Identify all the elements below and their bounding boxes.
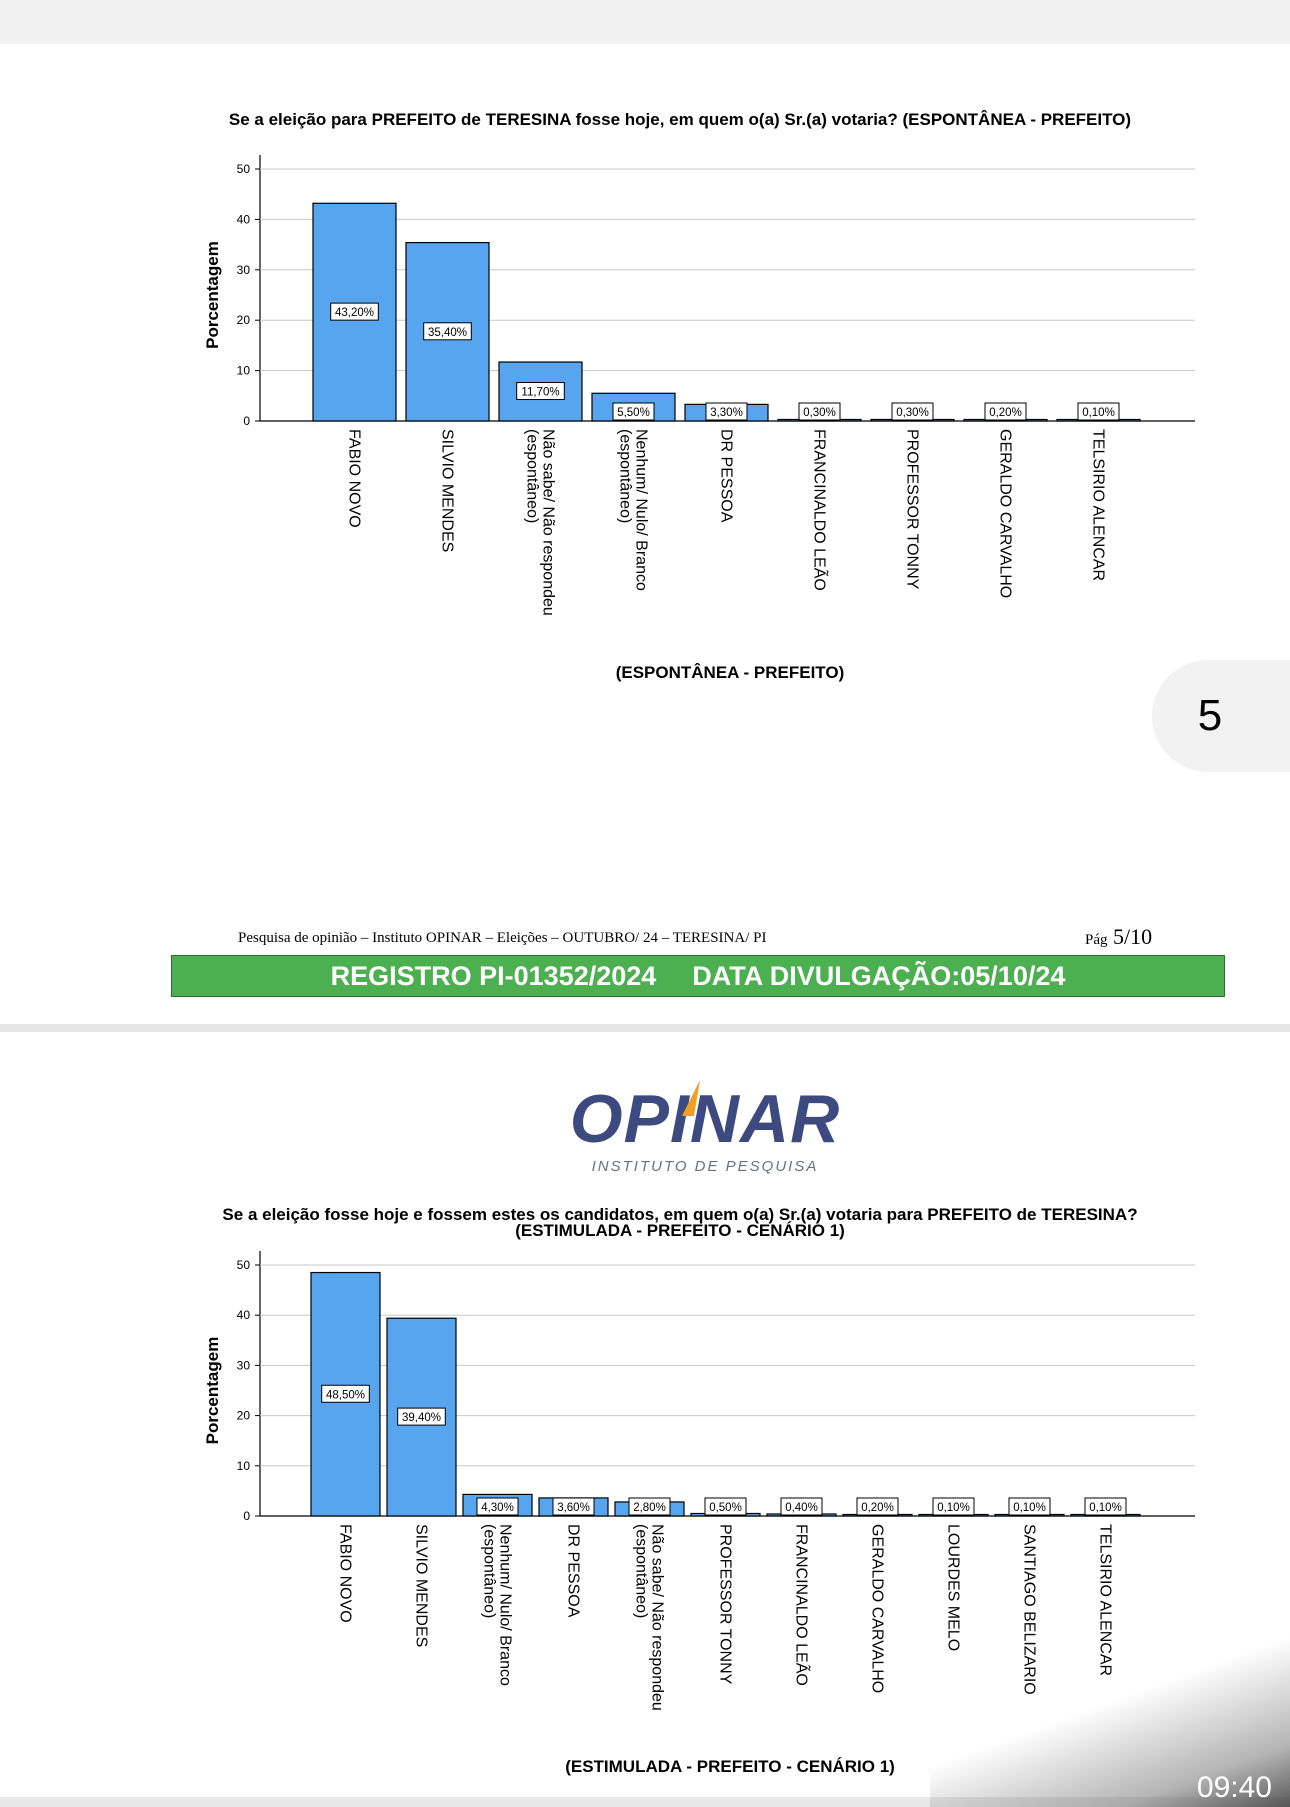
- chart-2: 0 10 20 30 40 50 Porcentagem 48,50% FABIO NOVO 39…: [203, 1251, 1195, 1776]
- chart-2-title: Se a eleição fosse hoje e fossem estes o…: [222, 1205, 1138, 1240]
- chart-2-data-label: 39,40%: [402, 1412, 441, 1424]
- chart-1-category-label: GERALDO CARVALHO: [997, 429, 1014, 598]
- viewer-top-bar: [0, 0, 1290, 44]
- chart-2-data-label: 3,60%: [557, 1502, 590, 1514]
- chart-2-data-label: 0,10%: [1089, 1502, 1122, 1514]
- chart-1-data-label: 0,20%: [989, 407, 1022, 419]
- chart-2-category-label: FRANCINALDO LEÃO: [793, 1524, 813, 1686]
- chart-1-y-tick-label: 50: [237, 162, 251, 176]
- chart-1-data-label-box: [1077, 402, 1120, 421]
- chart-1-data-label: 11,70%: [521, 387, 559, 399]
- chart-2-data-label: 0,10%: [937, 1502, 970, 1514]
- bottom-strip: [0, 1797, 1290, 1807]
- chart-1-data-label: 0,10%: [1082, 407, 1115, 419]
- chart-2-category-label: Não sabe/ Não respondeu(espontâneo): [633, 1524, 666, 1711]
- chart-2-y-label: Porcentagem: [203, 1337, 222, 1445]
- logo-accent-icon: [682, 1080, 700, 1116]
- registro-date: DATA DIVULGAÇÃO:05/10/24: [692, 960, 1066, 991]
- chart-2-data-label: 0,40%: [785, 1502, 818, 1514]
- chart-2-data-label-box: [552, 1497, 595, 1516]
- chart-2-data-label-box: [856, 1497, 899, 1516]
- chart-1-title: Se a eleição para PREFEITO de TERESINA f…: [228, 110, 1132, 129]
- chart-2-data-label: 0,20%: [861, 1502, 894, 1514]
- status-clock: 09:40: [1196, 1771, 1272, 1804]
- chart-1-y-tick-label: 20: [237, 313, 251, 327]
- chart-2-data-label-box: [628, 1497, 671, 1516]
- page-badge-label: 5: [1197, 691, 1223, 740]
- chart-1-data-label-box: [984, 402, 1027, 421]
- chart-1-y-label: Porcentagem: [203, 241, 222, 349]
- footer-page-number: Pág 5/10: [1085, 924, 1152, 950]
- chart-1-y-tick-label: 10: [237, 364, 251, 378]
- page-separator: [0, 1024, 1290, 1032]
- chart-2-category-label: DR PESSOA: [565, 1524, 582, 1618]
- chart-2-category-label: GERALDO CARVALHO: [869, 1524, 886, 1693]
- chart-2-data-label-box: [780, 1497, 823, 1516]
- chart-2-category-label: PROFESSOR TONNY: [717, 1524, 734, 1685]
- chart-1-category-label: DR PESSOA: [718, 429, 735, 523]
- chart-1-data-label-box: [891, 402, 934, 421]
- chart-1-data-label: 0,30%: [896, 407, 929, 419]
- chart-2-data-label: 4,30%: [481, 1502, 514, 1514]
- chart-2-category-label: FABIO NOVO: [337, 1524, 354, 1623]
- chart-1-data-label-box: [705, 402, 748, 421]
- status-fade: [930, 1627, 1290, 1807]
- registro-bar: REGISTRO PI-01352/2024 DATA DIVULGAÇÃO:0…: [171, 955, 1225, 997]
- chart-2-y-tick-label: 30: [237, 1358, 251, 1372]
- footer-page-prefix: Pág: [1085, 932, 1108, 948]
- chart-2-data-label: 0,50%: [709, 1502, 742, 1514]
- chart-1-data-label-box: [612, 402, 655, 421]
- chart-1-x-label: (ESPONTÂNEA - PREFEITO): [616, 663, 845, 682]
- chart-1-data-label: 0,30%: [803, 407, 836, 419]
- chart-2-x-label: (ESTIMULADA - PREFEITO - CENÁRIO 1): [565, 1757, 895, 1776]
- chart-1-y-tick-label: 0: [243, 414, 250, 428]
- chart-2-data-label-box: [1008, 1497, 1051, 1516]
- chart-1-category-label: TELSIRIO ALENCAR: [1090, 429, 1107, 581]
- chart-1-data-label-box: [516, 382, 565, 401]
- chart-2-data-label-box: [397, 1407, 446, 1426]
- logo-subtitle: INSTITUTO DE PESQUISA: [591, 1158, 819, 1175]
- chart-2-data-label: 48,50%: [326, 1389, 365, 1401]
- chart-1: 0 10 20 30 40 50 Porcentagem 43,20% FABIO NOVO 35…: [203, 155, 1195, 682]
- chart-2-data-label-box: [932, 1497, 975, 1516]
- opinar-logo: OPINAR INSTITUTO DE PESQUISA: [560, 1080, 860, 1180]
- chart-1-data-label: 43,20%: [335, 307, 374, 319]
- chart-1-category-label: FABIO NOVO: [346, 429, 363, 528]
- chart-2-y-tick-label: 50: [237, 1258, 251, 1272]
- chart-1-category-label: PROFESSOR TONNY: [904, 429, 921, 590]
- chart-2-data-label: 0,10%: [1013, 1502, 1046, 1514]
- page-number-badge[interactable]: 5: [1152, 660, 1290, 772]
- chart-2-data-label-box: [476, 1497, 519, 1516]
- chart-2-data-label-box: [704, 1497, 747, 1516]
- chart-1-category-label: SILVIO MENDES: [439, 429, 456, 552]
- chart-2-category-label: SILVIO MENDES: [413, 1524, 430, 1647]
- chart-1-y-tick-label: 30: [237, 263, 251, 277]
- chart-1-data-label-box: [423, 322, 472, 341]
- chart-2-y-tick-label: 20: [237, 1409, 251, 1423]
- chart-1-data-label-box: [798, 402, 841, 421]
- chart-2-data-label-box: [1084, 1497, 1127, 1516]
- registro-number: REGISTRO PI-01352/2024: [330, 960, 657, 991]
- footer-page-value: 5/10: [1113, 924, 1153, 949]
- chart-1-category-label: FRANCINALDO LEÃO: [811, 429, 831, 591]
- logo-wordmark: OPINAR: [569, 1081, 841, 1157]
- chart-2-data-label-box: [321, 1384, 370, 1403]
- chart-2-category-label: LOURDES MELO: [945, 1524, 962, 1651]
- chart-2-y-tick-label: 40: [237, 1308, 251, 1322]
- chart-1-data-label: 35,40%: [428, 327, 467, 339]
- chart-1-category-label: Nenhum/ Nulo/ Branco(espontâneo): [617, 429, 650, 591]
- chart-1-data-label: 5,50%: [617, 407, 650, 419]
- chart-2-category-label: Nenhum/ Nulo/ Branco(espontâneo): [481, 1524, 514, 1686]
- chart-1-y-tick-label: 40: [237, 212, 251, 226]
- chart-1-data-label: 3,30%: [710, 407, 743, 419]
- chart-1-category-label: Não sabe/ Não respondeu(espontâneo): [524, 429, 557, 616]
- chart-2-y-tick-label: 0: [243, 1509, 250, 1523]
- pdf-page-5: Se a eleição para PREFEITO de TERESINA f…: [0, 44, 1290, 1024]
- footer-text: Pesquisa de opinião – Instituto OPINAR –…: [238, 930, 767, 946]
- chart-2-y-tick-label: 10: [237, 1459, 251, 1473]
- chart-2-data-label: 2,80%: [633, 1502, 666, 1514]
- chart-1-data-label-box: [330, 302, 379, 321]
